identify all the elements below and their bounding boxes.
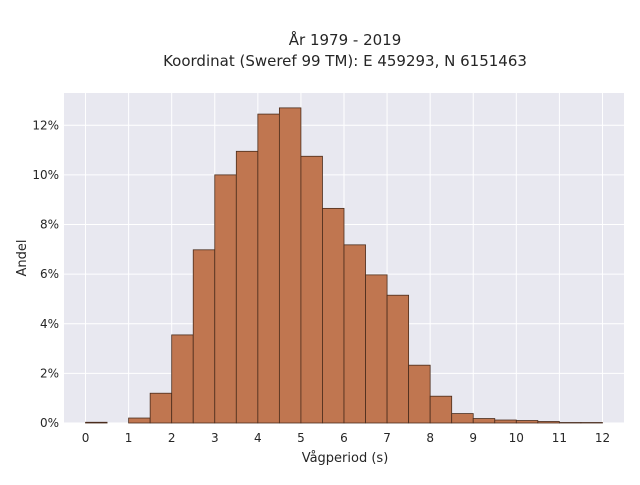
histogram-bar: [172, 335, 194, 423]
y-tick-label: 6%: [40, 267, 59, 281]
x-tick-label: 8: [426, 431, 434, 445]
chart-title: År 1979 - 2019: [289, 30, 402, 49]
histogram-bar: [387, 295, 409, 423]
x-tick-label: 9: [469, 431, 477, 445]
y-tick-label: 8%: [40, 218, 59, 232]
x-tick-label: 6: [340, 431, 348, 445]
histogram-bar: [279, 108, 301, 423]
x-tick-label: 1: [125, 431, 133, 445]
x-tick-label: 11: [552, 431, 567, 445]
histogram-bar: [129, 418, 151, 423]
histogram-bar: [301, 156, 323, 423]
histogram-bar: [366, 275, 388, 423]
y-tick-label: 2%: [40, 366, 59, 380]
x-tick-label: 4: [254, 431, 262, 445]
x-tick-label: 5: [297, 431, 305, 445]
y-axis-ticks: 0% 2% 4% 6% 8% 10% 12%: [32, 118, 59, 430]
histogram-bar: [193, 250, 215, 423]
histogram-bar: [344, 245, 366, 423]
y-axis-label: Andel: [15, 240, 30, 277]
x-axis-label: Vågperiod (s): [302, 451, 389, 466]
histogram-bar: [473, 419, 495, 423]
histogram-bar: [236, 151, 258, 423]
histogram-bar: [452, 414, 474, 423]
histogram-bar: [322, 208, 344, 423]
histogram-bar: [538, 422, 560, 423]
y-tick-label: 12%: [32, 118, 59, 132]
histogram-bar: [215, 175, 237, 423]
histogram-bar: [86, 422, 108, 423]
y-tick-label: 10%: [32, 168, 59, 182]
x-tick-label: 3: [211, 431, 219, 445]
x-tick-label: 7: [383, 431, 391, 445]
y-tick-label: 0%: [40, 416, 59, 430]
x-tick-label: 2: [168, 431, 176, 445]
histogram-bar: [150, 393, 172, 423]
histogram-bar: [516, 421, 538, 423]
chart-subtitle: Koordinat (Sweref 99 TM): E 459293, N 61…: [163, 52, 527, 70]
x-tick-label: 0: [82, 431, 90, 445]
histogram-bar: [430, 396, 452, 423]
histogram-bar: [495, 420, 517, 423]
x-tick-label: 10: [509, 431, 524, 445]
histogram-bar: [258, 114, 280, 423]
x-tick-label: 12: [595, 431, 610, 445]
histogram-bar: [409, 365, 431, 423]
y-tick-label: 4%: [40, 317, 59, 331]
